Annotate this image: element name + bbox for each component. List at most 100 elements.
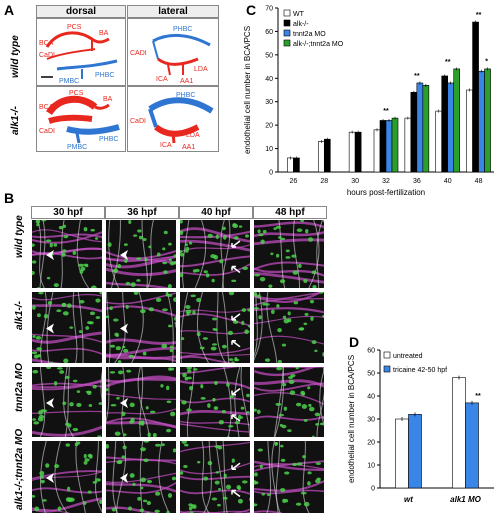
- panel-label-d: D: [349, 334, 360, 350]
- arrowhead-icon: [120, 398, 128, 408]
- panel-b-row-tnnt2a: tnnt2a MO: [14, 363, 25, 412]
- c-bar: [441, 75, 449, 173]
- arrow-icon: [231, 265, 241, 274]
- micrograph-cell: [31, 440, 103, 514]
- wt-lateral-label-lda: LDA: [194, 66, 208, 73]
- mut-dorsal-label-pcs: PCS: [69, 90, 84, 97]
- wt-lateral-label-phbc: PHBC: [173, 26, 192, 33]
- d-y-tick-label: 40: [367, 394, 375, 401]
- c-legend-label: WT: [293, 11, 305, 18]
- c-legend-label: alk-/-: [293, 21, 309, 28]
- d-legend-label: tricaine 42-50 hpf: [393, 367, 447, 374]
- d-y-tick-label: 10: [367, 463, 375, 470]
- c-bar: [416, 82, 424, 173]
- d-legend-label: untreated: [393, 353, 423, 360]
- d-x-tick-label: wt: [404, 495, 413, 504]
- micrograph-cell: [31, 291, 103, 364]
- wt-dorsal-label-pmbc: PMBC: [59, 78, 79, 85]
- c-legend-swatch: [283, 39, 291, 47]
- c-bar: [391, 117, 399, 173]
- c-legend-swatch: [283, 29, 291, 37]
- c-y-tick-label: 30: [265, 99, 273, 106]
- panel-b-header-36: 36 hpf: [105, 206, 179, 219]
- mut-dorsal-label-bca: BCA: [39, 104, 54, 111]
- arrow-icon: [231, 313, 241, 321]
- mut-dorsal-vessel-diagram: PCS BA BCA CaDI PHBC PMBC: [39, 90, 120, 151]
- wt-dorsal-label-cadi: CaDI: [39, 52, 55, 59]
- micrograph-cell: [31, 219, 103, 289]
- c-bar: [404, 117, 412, 173]
- c-bar: [385, 120, 393, 173]
- c-bar: [447, 82, 455, 173]
- c-y-tick-label: 50: [265, 52, 273, 59]
- mut-lateral-label-lda: LDA: [186, 132, 200, 139]
- d-x-tick-label: alk1 MO: [450, 495, 481, 504]
- c-significance-label: **: [383, 108, 389, 115]
- micrograph-cell: [179, 366, 251, 438]
- c-bar: [484, 68, 491, 173]
- d-legend-swatch: [383, 351, 391, 359]
- c-legend-label: alk-/-;tnnt2a MO: [293, 41, 344, 48]
- c-y-axis-label: endothelial cell number in BCA/PCS: [243, 26, 252, 154]
- panel-b-header-40: 40 hpf: [179, 206, 253, 219]
- c-bar: [293, 157, 300, 173]
- d-bar: [452, 377, 466, 489]
- c-x-tick-label: 40: [444, 178, 452, 185]
- arrowhead-icon: [46, 323, 54, 334]
- arrowhead-icon: [46, 250, 54, 260]
- c-bar: [453, 68, 461, 173]
- c-x-tick-label: 26: [290, 178, 298, 185]
- c-bar: [410, 92, 418, 173]
- c-bar: [422, 85, 430, 173]
- c-legend-swatch: [283, 19, 291, 27]
- c-significance-label: **: [445, 59, 451, 66]
- wt-dorsal-label-phbc: PHBC: [95, 72, 114, 79]
- micrograph-cell: [105, 219, 177, 289]
- panel-label-a: A: [4, 2, 15, 18]
- arrowhead-icon: [120, 323, 128, 334]
- panel-a-header-dorsal: dorsal: [36, 5, 126, 18]
- mut-lateral-label-ica: ICA: [160, 142, 172, 149]
- c-bar: [472, 21, 479, 173]
- panel-label-c: C: [246, 2, 257, 18]
- c-x-tick-label: 48: [475, 178, 483, 185]
- mut-dorsal-label-cadi: CaDI: [39, 128, 55, 135]
- d-y-tick-label: 0: [371, 486, 375, 493]
- wt-lateral-label-aa1: AA1: [180, 78, 193, 85]
- micrograph-cell: [253, 219, 325, 289]
- d-bar: [395, 418, 409, 489]
- wt-dorsal-vessel-diagram: PCS BA BCA CaDI PMBC PHBC: [39, 24, 118, 85]
- panel-label-b: B: [4, 190, 15, 206]
- mut-lateral-label-phbc: PHBC: [176, 92, 195, 99]
- micrograph-cell: [105, 291, 177, 364]
- panel-b-row-alk1: alk1-/-: [14, 301, 25, 330]
- c-x-axis-label: hours post-fertilization: [347, 188, 425, 197]
- panel-b-row-double: alk1-/-;tnnt2a MO: [14, 428, 25, 510]
- micrograph-cell: [179, 440, 251, 514]
- panel-a-mut-dorsal: PCS BA BCA CaDI PHBC PMBC: [36, 86, 126, 152]
- c-bar: [435, 110, 443, 173]
- wt-dorsal-label-pcs: PCS: [67, 24, 82, 31]
- panel-c-chart: 0 10 20 30 40 50 60 70 endothelial cell number i…: [243, 6, 494, 197]
- micrograph-cell: [253, 440, 325, 514]
- c-bar: [317, 141, 325, 173]
- c-y-tick-label: 40: [265, 76, 273, 83]
- panel-a-wt-dorsal: PCS BA BCA CaDI PMBC PHBC: [36, 18, 126, 86]
- wt-lateral-label-cadi: CADI: [130, 50, 147, 57]
- d-bar: [465, 402, 479, 489]
- c-y-tick-label: 10: [265, 146, 273, 153]
- panel-b-header-48: 48 hpf: [253, 206, 327, 219]
- panel-a-row-wild-type: wild type: [10, 35, 21, 78]
- panel-d-chart: 0 10 20 30 40 50 60 endothelial cell number in …: [347, 348, 494, 504]
- panel-a-header-lateral: lateral: [127, 5, 219, 18]
- panel-a-mut-lateral: PHBC CaDI LDA ICA AA1: [127, 86, 219, 152]
- arrowhead-icon: [46, 398, 54, 408]
- c-y-tick-label: 20: [265, 123, 273, 130]
- mut-dorsal-label-ba: BA: [103, 96, 113, 103]
- d-legend-swatch: [383, 365, 391, 373]
- c-bar: [354, 131, 362, 173]
- d-y-axis-label: endothelial cell number in BCA/PCS: [347, 355, 356, 483]
- arrow-icon: [231, 388, 241, 396]
- mut-dorsal-label-pmbc: PMBC: [67, 144, 87, 151]
- wt-lateral-label-ica: ICA: [156, 76, 168, 83]
